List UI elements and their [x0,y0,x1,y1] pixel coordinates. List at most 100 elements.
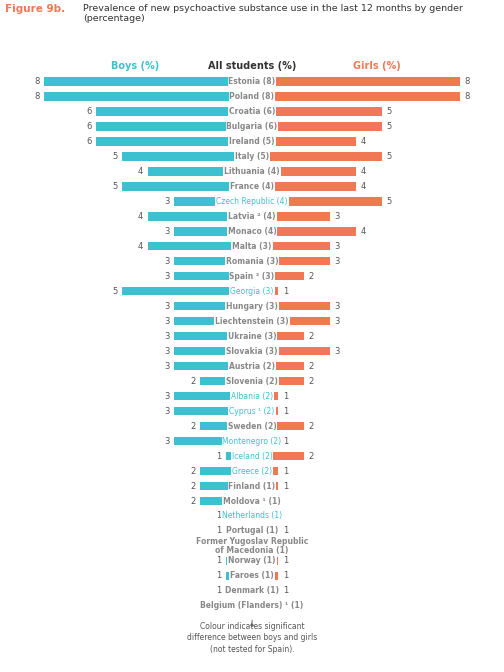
Text: 3: 3 [335,212,340,221]
Bar [174,347,252,355]
Text: 2: 2 [308,377,314,386]
Bar [226,601,252,610]
Bar [252,242,330,251]
Text: 1: 1 [216,571,221,581]
Bar [148,212,252,220]
Text: 3: 3 [164,332,169,341]
Text: 3: 3 [164,227,169,236]
Text: France (4): France (4) [230,182,274,191]
Text: 1: 1 [283,587,288,595]
Text: Lithuania (4): Lithuania (4) [224,167,280,176]
Bar [226,542,252,550]
Text: 3: 3 [164,347,169,355]
Bar [252,587,278,595]
Text: Poland (8): Poland (8) [229,92,275,101]
Text: 1: 1 [216,511,221,521]
Text: Portugal (1): Portugal (1) [226,526,278,536]
Text: 3: 3 [335,317,340,326]
Bar [122,182,252,191]
Text: Greece (2): Greece (2) [232,466,272,476]
Text: 4: 4 [361,227,366,236]
Text: Faroes (1): Faroes (1) [230,571,274,581]
Text: 3: 3 [164,392,169,401]
Bar [174,392,252,401]
Bar [252,362,304,370]
Bar [200,422,252,430]
Text: 4: 4 [361,137,366,146]
Text: 8: 8 [34,77,39,86]
Text: Liechtenstein (3): Liechtenstein (3) [215,317,289,326]
Text: 4: 4 [138,242,143,251]
Text: 5: 5 [387,152,392,161]
Text: Hungary (3): Hungary (3) [226,302,278,310]
Text: 2: 2 [190,466,196,476]
Text: Slovenia (2): Slovenia (2) [226,377,278,386]
Text: Colour indicates significant
difference between boys and girls
(not tested for S: Colour indicates significant difference … [187,622,317,654]
Text: 1: 1 [283,437,288,446]
Bar [252,272,304,280]
Bar [252,332,304,340]
Text: 3: 3 [164,407,169,415]
Bar [252,182,356,191]
Text: 3: 3 [164,437,169,446]
Text: 1: 1 [283,542,288,550]
Text: Croatia (6): Croatia (6) [229,107,275,116]
Text: 6: 6 [86,122,91,131]
Bar [252,467,278,475]
Bar [252,198,382,206]
Text: Monaco (4): Monaco (4) [228,227,276,236]
Text: Bulgaria (6): Bulgaria (6) [226,122,278,131]
Text: 2: 2 [308,332,314,341]
Text: 3: 3 [335,347,340,355]
Text: 6: 6 [86,107,91,116]
Text: 0: 0 [257,511,262,521]
Text: Iceland (2): Iceland (2) [231,452,273,460]
Bar [200,377,252,385]
Text: Montenegro (2): Montenegro (2) [222,437,282,446]
Bar [148,242,252,251]
Bar [252,212,330,220]
Text: 2: 2 [190,377,196,386]
Text: Former Yugoslav Republic
of Macedonia (1): Former Yugoslav Republic of Macedonia (1… [196,536,308,555]
Bar [96,108,252,116]
Bar [122,153,252,161]
Text: Boys (%): Boys (%) [111,61,159,71]
Text: Ukraine (3): Ukraine (3) [228,332,276,341]
Text: ↓: ↓ [248,619,256,628]
Text: 4: 4 [361,167,366,176]
Bar [252,227,356,235]
Text: Belgium (Flanders) ¹ (1): Belgium (Flanders) ¹ (1) [201,601,303,610]
Text: 1: 1 [283,466,288,476]
Bar [96,122,252,130]
Bar [200,482,252,490]
Text: 3: 3 [164,317,169,326]
Bar [226,527,252,535]
Bar [252,437,278,446]
Text: 0: 0 [257,601,262,610]
Bar [174,198,252,206]
Text: 4: 4 [138,167,143,176]
Bar [174,302,252,310]
Text: Latvia ² (4): Latvia ² (4) [228,212,276,221]
Bar [148,167,252,175]
Text: 1: 1 [216,601,221,610]
Text: 1: 1 [283,526,288,536]
Text: 2: 2 [308,362,314,371]
Text: 1: 1 [283,287,288,296]
Text: 2: 2 [308,421,314,431]
Text: Italy (5): Italy (5) [235,152,269,161]
Bar [174,257,252,265]
Text: Girls (%): Girls (%) [353,61,401,71]
Bar [226,512,252,520]
Text: 1: 1 [216,526,221,536]
Text: Austria (2): Austria (2) [229,362,275,371]
Text: 8: 8 [465,92,470,101]
Text: 3: 3 [164,362,169,371]
Text: 2: 2 [308,272,314,281]
Text: Finland (1): Finland (1) [228,482,276,491]
Text: Netherlands (1): Netherlands (1) [222,511,282,521]
Text: 5: 5 [112,182,117,191]
Bar [96,137,252,146]
Text: 1: 1 [216,542,221,550]
Bar [174,332,252,340]
